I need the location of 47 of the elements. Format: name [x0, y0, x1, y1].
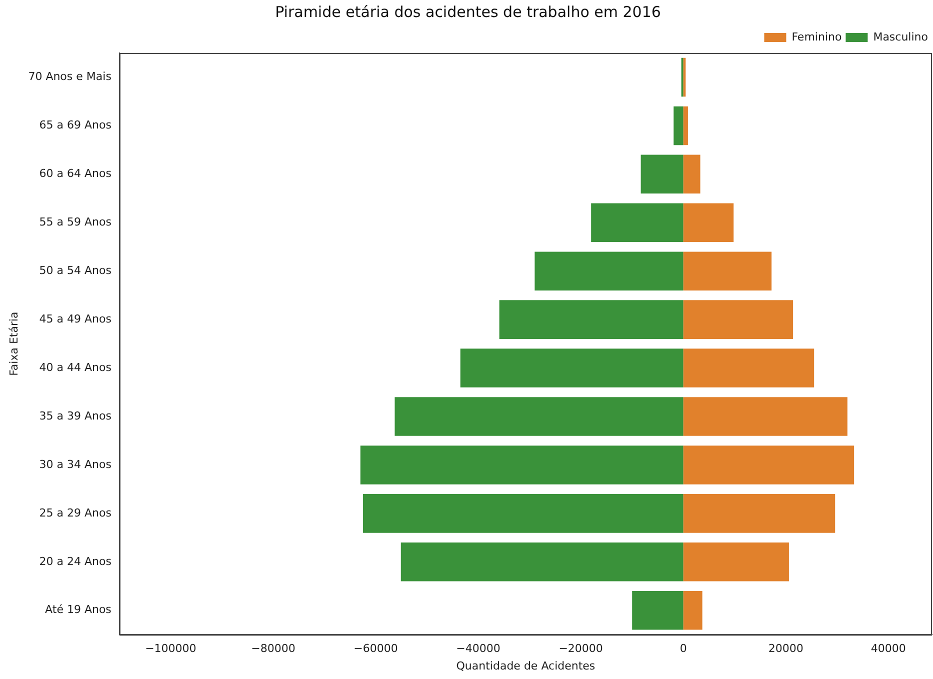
y-tick-label: 20 a 24 Anos: [39, 554, 112, 568]
bar: [683, 542, 789, 582]
bar: [460, 348, 684, 388]
x-tick-label: 20000: [768, 642, 804, 656]
bar: [674, 106, 684, 146]
y-axis-title: Faixa Etária: [7, 312, 20, 376]
bar: [362, 494, 684, 533]
y-tick-label: 40 a 44 Anos: [39, 360, 112, 374]
x-tick-label: −20000: [558, 642, 603, 656]
x-tick-label: 0: [680, 642, 687, 656]
bar: [360, 446, 684, 484]
bar: [683, 446, 854, 484]
bar: [683, 348, 814, 388]
y-tick-label: 30 a 34 Anos: [39, 458, 112, 471]
bar: [683, 154, 700, 194]
legend-label: Masculino: [873, 30, 928, 44]
chart-title: Piramide etária dos acidentes de trabalho em 2016: [275, 2, 661, 21]
bar: [640, 154, 684, 194]
x-tick-label: −40000: [456, 642, 500, 656]
y-tick-label: 25 a 29 Anos: [39, 506, 112, 520]
y-tick-label: Até 19 Anos: [45, 603, 112, 616]
x-tick-label: 40000: [870, 642, 906, 656]
bar: [683, 300, 794, 339]
x-tick-label: −100000: [145, 642, 196, 656]
bar: [683, 252, 772, 290]
bar: [683, 494, 836, 533]
x-tick-label: −60000: [354, 642, 398, 656]
bar: [683, 590, 702, 630]
bar: [499, 300, 684, 339]
y-tick-label: 35 a 39 Anos: [39, 409, 112, 422]
x-axis-title: Quantidade de Acidentes: [456, 659, 596, 672]
bar: [632, 590, 684, 630]
y-tick-label: 60 a 64 Anos: [39, 167, 112, 180]
bar: [591, 203, 684, 242]
bar: [683, 203, 734, 242]
bar: [683, 106, 688, 146]
y-tick-label: 65 a 69 Anos: [39, 118, 112, 132]
bar: [394, 397, 684, 436]
bar: [534, 252, 684, 290]
y-tick-label: 55 a 59 Anos: [39, 215, 112, 228]
x-tick-label: −80000: [251, 642, 296, 656]
legend-label: Feminino: [792, 30, 842, 44]
bar: [400, 542, 684, 582]
y-tick-label: 45 a 49 Anos: [39, 312, 112, 326]
y-tick-label: 70 Anos e Mais: [28, 70, 112, 84]
y-tick-label: 50 a 54 Anos: [39, 264, 112, 277]
bar: [683, 397, 848, 436]
